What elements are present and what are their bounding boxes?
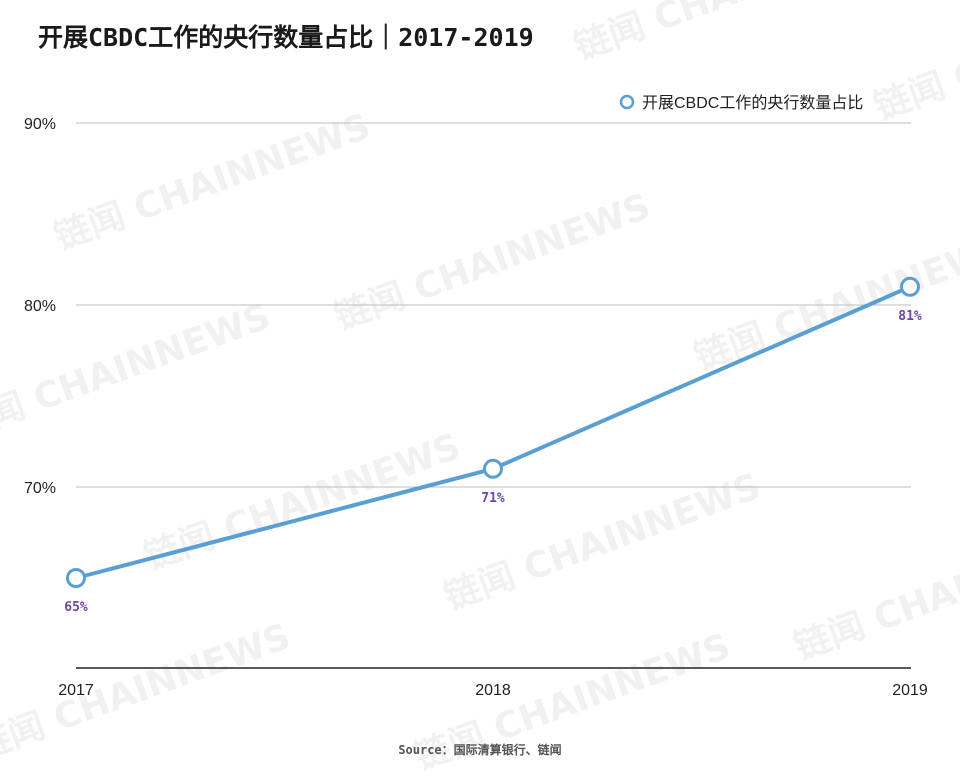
watermark-text-5: 链闻 CHAINNEWS (789, 516, 960, 668)
data-labels: 65% 71% 81% (64, 309, 922, 615)
chart-title: 开展CBDC工作的央行数量占比｜2017-2019 (38, 23, 534, 52)
legend-label: 开展CBDC工作的央行数量占比 (642, 94, 863, 112)
data-points (66, 276, 920, 588)
data-point-1 (483, 458, 503, 479)
watermark-text-8: 链闻 CHAINNEWS (0, 296, 276, 448)
y-tick-label-1: 80% (24, 298, 56, 315)
source-note: Source：国际清算银行、链闻 (398, 743, 562, 757)
watermark-text-6: 链闻 CHAINNEWS (569, 0, 896, 68)
legend-marker (619, 94, 635, 110)
watermark-text-3: 链闻 CHAINNEWS (139, 426, 466, 578)
y-tick-label-0: 70% (24, 480, 56, 497)
y-axis-ticks: 70% 80% 90% (24, 116, 56, 497)
data-label-2: 81% (898, 309, 922, 324)
watermark-text-2: 链闻 CHAINNEWS (689, 226, 960, 378)
watermark-text-0: 链闻 CHAINNEWS (49, 106, 376, 258)
watermark-text-4: 链闻 CHAINNEWS (439, 466, 766, 618)
x-tick-label-0: 2017 (58, 682, 94, 699)
data-point-0 (66, 568, 86, 588)
data-label-1: 71% (481, 491, 505, 506)
watermark-text-7: 链闻 CHAINNEWS (869, 0, 960, 128)
data-point-2 (900, 276, 920, 297)
data-label-0: 65% (64, 600, 88, 615)
y-tick-label-2: 90% (24, 116, 56, 133)
grid-lines (76, 122, 911, 669)
legend: 开展CBDC工作的央行数量占比 (619, 94, 863, 112)
x-tick-label-2: 2019 (892, 682, 928, 699)
x-axis-ticks: 2017 2018 2019 (58, 682, 928, 699)
watermark-text-1: 链闻 CHAINNEWS (329, 186, 656, 338)
x-tick-label-1: 2018 (475, 682, 511, 699)
